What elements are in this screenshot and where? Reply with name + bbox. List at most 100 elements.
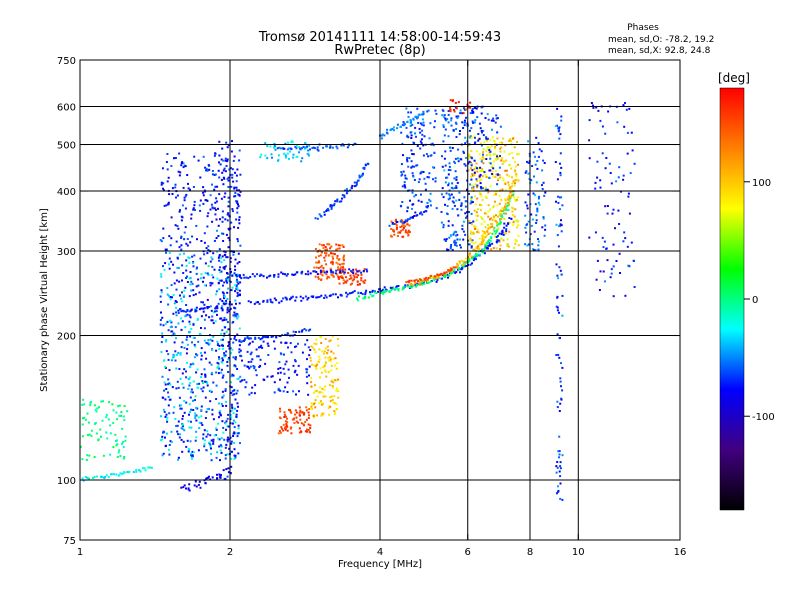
data-point — [403, 122, 406, 124]
data-point — [469, 263, 472, 266]
data-point — [274, 145, 277, 148]
data-point — [267, 275, 270, 278]
data-point — [186, 336, 189, 339]
data-point — [218, 254, 221, 256]
data-point — [588, 139, 591, 142]
data-point — [557, 353, 560, 356]
data-point — [367, 296, 370, 299]
data-point — [443, 169, 446, 172]
data-point — [472, 259, 475, 262]
data-point — [323, 259, 326, 262]
data-point — [442, 223, 445, 226]
data-point — [471, 262, 473, 265]
data-point — [212, 252, 215, 255]
data-point — [530, 224, 533, 227]
data-point — [469, 252, 471, 255]
data-point — [326, 277, 328, 280]
data-point — [406, 120, 409, 123]
data-point — [278, 430, 281, 433]
data-point — [588, 157, 591, 160]
data-point — [217, 282, 220, 284]
data-point — [124, 435, 127, 438]
data-point — [83, 403, 86, 406]
data-point — [105, 416, 108, 419]
data-point — [280, 271, 283, 274]
data-point — [407, 280, 410, 283]
data-point — [496, 221, 499, 224]
data-point — [254, 338, 257, 340]
data-point — [255, 348, 258, 351]
data-point — [224, 457, 227, 460]
data-point — [483, 231, 486, 234]
data-point — [214, 208, 217, 211]
data-point — [202, 310, 205, 313]
data-point — [517, 235, 520, 237]
data-point — [463, 163, 466, 166]
data-point — [206, 252, 209, 255]
data-point — [225, 404, 228, 407]
data-point — [472, 220, 475, 223]
data-point — [329, 146, 332, 149]
data-point — [393, 230, 395, 233]
data-point — [181, 417, 184, 420]
data-point — [317, 255, 320, 258]
data-point — [309, 356, 312, 359]
data-point — [320, 402, 323, 404]
data-point — [561, 389, 564, 392]
data-point — [89, 404, 92, 407]
data-point — [489, 146, 491, 149]
data-point — [184, 315, 187, 318]
data-point — [236, 291, 239, 294]
data-point — [175, 306, 177, 309]
data-point — [295, 296, 298, 299]
data-point — [455, 136, 458, 138]
data-point — [236, 207, 239, 210]
data-point — [390, 128, 393, 131]
data-point — [337, 296, 339, 299]
data-point — [471, 201, 474, 204]
data-point — [209, 281, 212, 284]
data-point — [454, 162, 456, 165]
data-point — [210, 371, 213, 374]
data-point — [395, 218, 397, 221]
data-point — [505, 224, 508, 227]
data-point — [417, 199, 420, 202]
data-point — [233, 364, 236, 367]
data-point — [372, 294, 375, 297]
data-point — [421, 282, 424, 285]
data-point — [226, 308, 229, 311]
data-point — [217, 365, 220, 368]
data-point — [81, 435, 84, 438]
data-point — [363, 281, 366, 284]
data-point — [301, 411, 304, 414]
data-point — [344, 280, 347, 283]
data-point — [531, 165, 534, 167]
data-point — [485, 176, 488, 178]
data-point — [534, 203, 537, 206]
data-point — [327, 209, 330, 212]
data-point — [455, 199, 458, 202]
data-point — [420, 278, 422, 281]
data-point — [123, 455, 126, 458]
data-point — [342, 282, 345, 285]
data-point — [181, 382, 184, 385]
data-point — [92, 477, 94, 479]
data-point — [177, 458, 179, 461]
data-point — [473, 159, 476, 162]
data-point — [345, 188, 348, 191]
data-point — [537, 240, 540, 243]
data-point — [475, 107, 478, 110]
data-point — [420, 281, 423, 284]
data-point — [455, 186, 458, 189]
data-point — [516, 153, 519, 156]
data-point — [201, 424, 204, 426]
data-point — [219, 444, 222, 447]
data-point — [458, 238, 461, 241]
data-point — [237, 205, 240, 208]
data-point — [117, 451, 120, 454]
data-point — [203, 253, 206, 256]
data-point — [171, 187, 174, 190]
data-point — [477, 167, 480, 170]
data-point — [238, 302, 241, 305]
data-point — [226, 146, 229, 149]
